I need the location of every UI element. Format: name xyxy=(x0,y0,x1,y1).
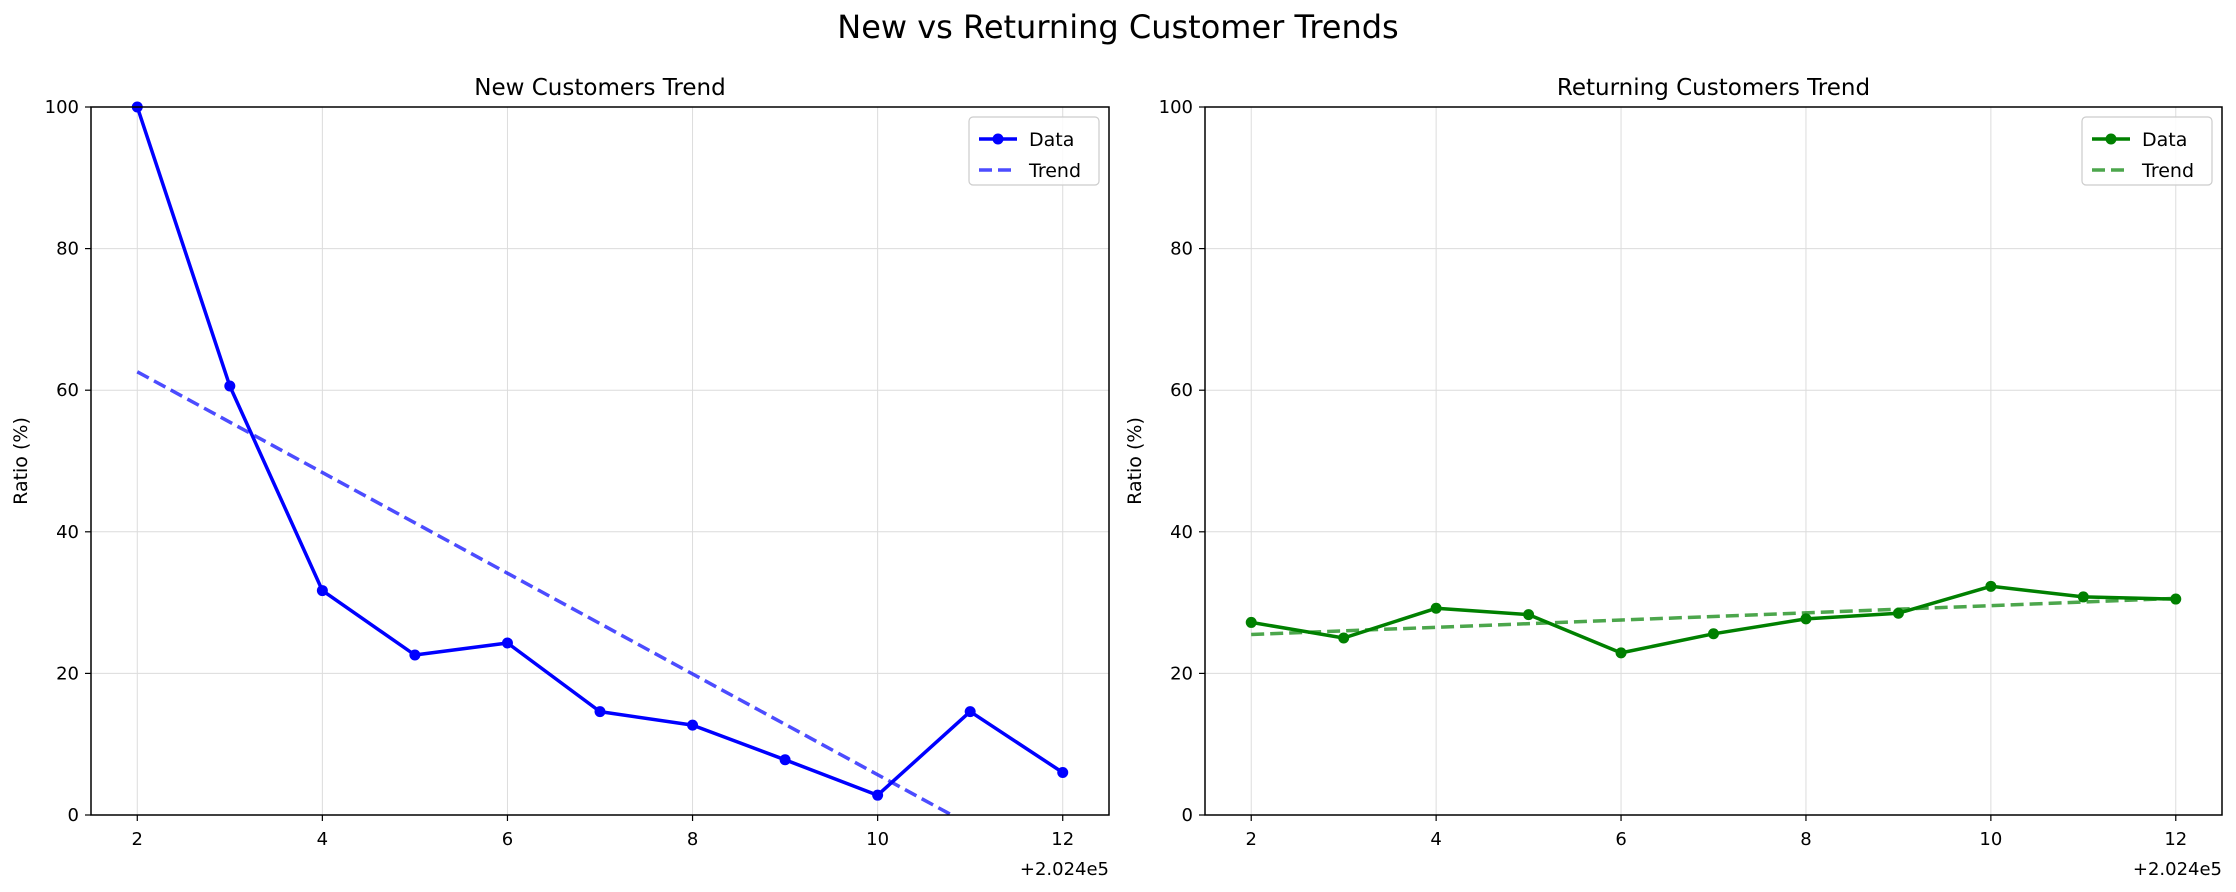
x-tick-label: 10 xyxy=(1979,829,2002,850)
plot-area xyxy=(1250,584,2176,655)
data-line xyxy=(135,107,1064,797)
x-tick-label: 12 xyxy=(1051,829,1074,850)
data-point xyxy=(1338,632,1350,644)
x-tick-label: 6 xyxy=(502,829,513,850)
legend: Data Trend xyxy=(2081,116,2213,186)
y-tick-label: 0 xyxy=(1182,805,1193,826)
y-tick-label: 40 xyxy=(1170,522,1193,543)
data-point xyxy=(1800,613,1812,625)
data-point xyxy=(594,706,606,718)
x-tick-label: 4 xyxy=(1430,829,1441,850)
data-point xyxy=(409,649,421,661)
x-tick-label: 2 xyxy=(132,829,143,850)
data-point xyxy=(1057,767,1069,779)
x-tick-label: 2 xyxy=(1246,829,1257,850)
trend-line xyxy=(1251,596,2176,637)
data-point xyxy=(224,380,236,392)
x-tick-label: 4 xyxy=(317,829,328,850)
data-point xyxy=(687,719,699,731)
data-point xyxy=(1708,628,1719,640)
data-point xyxy=(1985,580,1997,592)
x-tick-label: 8 xyxy=(687,829,698,850)
y-tick-label: 60 xyxy=(1170,380,1193,401)
y-tick-label: 100 xyxy=(45,97,79,118)
legend-label: Trend xyxy=(2141,160,2194,182)
y-tick-label: 20 xyxy=(56,663,79,684)
data-line xyxy=(1250,584,2176,655)
figure-title: New vs Returning Customer Trends xyxy=(837,8,1399,46)
data-point xyxy=(2077,591,2089,603)
y-tick-label: 100 xyxy=(1159,97,1193,118)
y-tick-label: 80 xyxy=(56,239,79,260)
legend-label: Trend xyxy=(1028,160,1081,182)
legend-label: Data xyxy=(2142,129,2187,151)
data-point xyxy=(1523,609,1535,621)
legend: Data Trend xyxy=(968,116,1100,186)
legend-label: Data xyxy=(1029,129,1074,151)
x-tick-label: 12 xyxy=(2164,829,2187,850)
data-point xyxy=(316,585,328,597)
axes-frame xyxy=(90,106,1110,816)
x-tick-label: 6 xyxy=(1615,829,1626,850)
x-offset-label: +2.024e5 xyxy=(2133,859,2222,880)
x-tick-label: 10 xyxy=(866,829,889,850)
legend-marker xyxy=(992,133,1004,145)
legend-box xyxy=(2081,116,2213,186)
y-tick-label: 60 xyxy=(56,380,79,401)
x-tick-label: 8 xyxy=(1800,829,1811,850)
y-tick-label: 20 xyxy=(1170,663,1193,684)
data-point xyxy=(1245,616,1257,628)
y-tick-label: 0 xyxy=(68,805,79,826)
y-axis-label: Ratio (%) xyxy=(10,417,32,505)
data-point xyxy=(1430,602,1442,614)
legend-marker xyxy=(2105,133,2117,145)
chart-panel-1: 2 4 6 8 10 12 0 20 40 60 80 100 +2.024e5 New Customer… xyxy=(10,75,1110,880)
x-offset-label: +2.024e5 xyxy=(1020,859,1109,880)
y-tick-label: 40 xyxy=(56,522,79,543)
axes-title: New Customers Trend xyxy=(474,75,725,101)
data-point xyxy=(1615,647,1627,659)
data-point xyxy=(964,706,976,718)
data-point xyxy=(2170,593,2182,605)
data-point xyxy=(872,789,884,801)
y-axis-label: Ratio (%) xyxy=(1124,417,1146,505)
y-tick-label: 80 xyxy=(1170,239,1193,260)
axes-title: Returning Customers Trend xyxy=(1557,75,1870,101)
trend-line xyxy=(136,370,953,815)
data-point xyxy=(1892,607,1904,619)
chart-panel-2: 2 4 6 8 10 12 0 20 40 60 80 100 +2.024e5 Returning Cu… xyxy=(1124,75,2223,880)
axes-frame xyxy=(1204,106,2223,816)
data-point xyxy=(779,754,791,766)
legend-box xyxy=(968,116,1100,186)
data-point xyxy=(501,637,513,649)
